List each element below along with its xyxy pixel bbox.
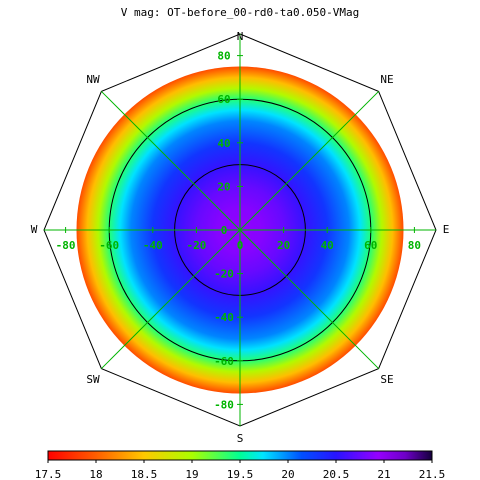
colorbar-tick-label: 19.5 — [227, 468, 254, 480]
colorbar-tick-label: 17.5 — [35, 468, 62, 480]
direction-label-e: E — [443, 223, 450, 236]
y-tick-label: 0 — [221, 224, 228, 237]
x-tick-label: 80 — [408, 239, 421, 252]
colorbar-tick-label: 20.5 — [323, 468, 350, 480]
y-tick-label: 20 — [217, 180, 230, 193]
direction-label-se: SE — [380, 373, 393, 386]
direction-label-ne: NE — [380, 73, 393, 86]
x-tick-label: -20 — [186, 239, 206, 252]
y-tick-label: 80 — [217, 50, 230, 63]
direction-label-n: N — [237, 30, 244, 43]
direction-label-nw: NW — [86, 73, 100, 86]
x-tick-label: -40 — [143, 239, 163, 252]
y-tick-label: -20 — [214, 268, 234, 281]
colorbar-tick-label: 20 — [281, 468, 294, 480]
direction-label-s: S — [237, 432, 244, 445]
grid-line-se-nw — [100, 90, 380, 370]
x-tick-label: -60 — [99, 239, 119, 252]
x-tick-label: -80 — [56, 239, 76, 252]
colorbar: 17.5 18 18.5 19 19.5 20 20.5 21 21.5 — [35, 450, 446, 480]
colorbar-tick-label: 18 — [89, 468, 102, 480]
colorbar-gradient — [47, 450, 433, 461]
polar-grid — [43, 33, 437, 427]
y-tick-label: 60 — [217, 93, 230, 106]
direction-label-w: W — [31, 223, 38, 236]
y-tick-label: -60 — [214, 355, 234, 368]
colorbar-tick-label: 19 — [185, 468, 198, 480]
colorbar-tick-label: 21.5 — [419, 468, 446, 480]
axis-tick-labels: -80 -60 -40 -20 0 20 40 60 80 80 60 40 20 -20 -40 -60 -8… — [56, 50, 421, 412]
x-tick-label: 20 — [277, 239, 290, 252]
colorbar-tick-label: 18.5 — [131, 468, 158, 480]
x-tick-label: 40 — [321, 239, 334, 252]
y-tick-label: -80 — [214, 398, 234, 411]
direction-label-sw: SW — [86, 373, 100, 386]
x-tick-label: 0 — [237, 239, 244, 252]
colorbar-tick-label: 21 — [377, 468, 390, 480]
colorbar-ticks: 17.5 18 18.5 19 19.5 20 20.5 21 21.5 — [35, 460, 446, 480]
chart-title: V mag: OT-before_00-rd0-ta0.050-VMag — [121, 6, 359, 19]
y-tick-label: -40 — [214, 311, 234, 324]
y-tick-label: 40 — [217, 137, 230, 150]
x-tick-label: 60 — [364, 239, 377, 252]
